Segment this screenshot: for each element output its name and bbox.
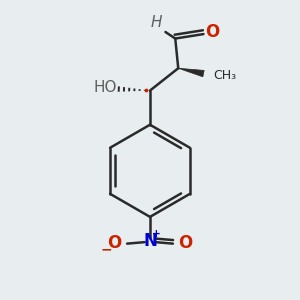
Text: O: O: [205, 23, 219, 41]
Text: HO: HO: [94, 80, 117, 95]
Text: +: +: [152, 229, 161, 239]
Text: N: N: [143, 232, 157, 250]
Text: −: −: [100, 243, 112, 256]
Text: H: H: [151, 15, 162, 30]
Text: O: O: [107, 234, 122, 252]
Text: O: O: [178, 234, 193, 252]
Text: CH₃: CH₃: [213, 69, 236, 82]
Polygon shape: [178, 68, 204, 77]
